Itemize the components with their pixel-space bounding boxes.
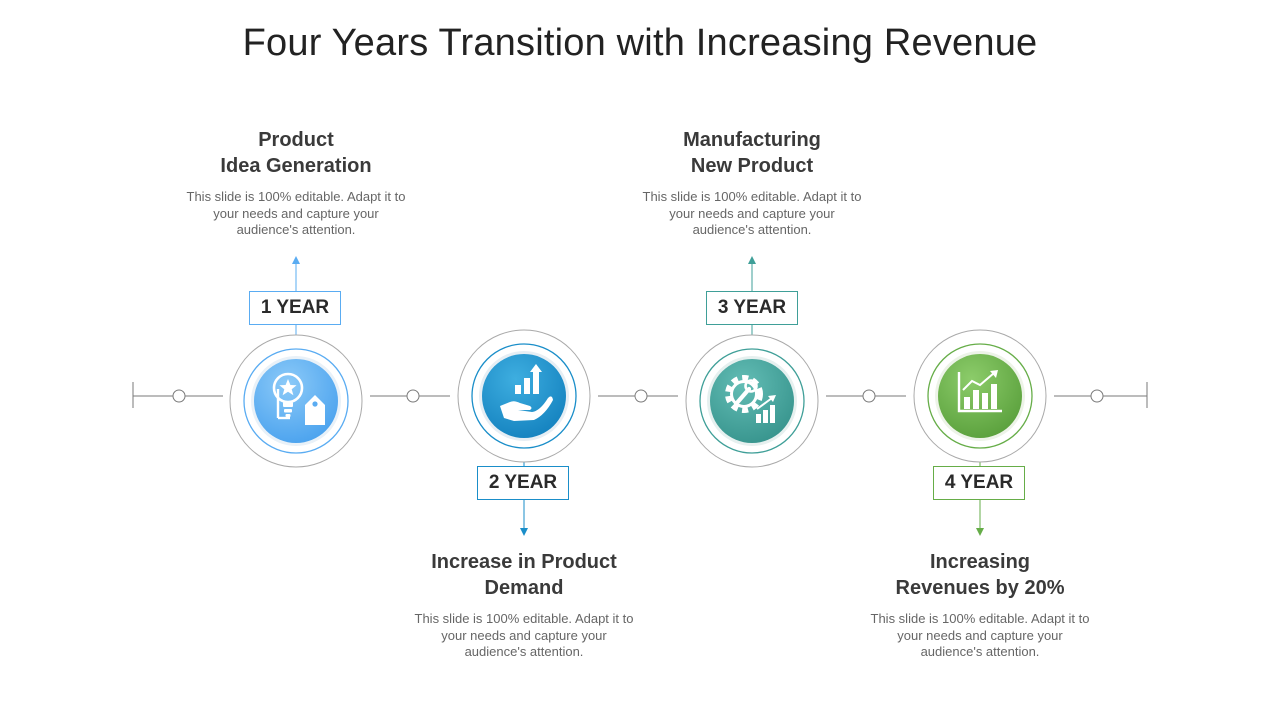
lightbulb-star-tag-icon bbox=[272, 372, 325, 425]
step-description-2: This slide is 100% editable. Adapt it to… bbox=[414, 611, 634, 659]
step-circle-3 bbox=[685, 334, 819, 468]
step-description-1: This slide is 100% editable. Adapt it to… bbox=[186, 189, 406, 237]
step-label-2: Increase in Product Demand This slide is… bbox=[374, 549, 674, 661]
step-label-1: Product Idea Generation This slide is 10… bbox=[146, 127, 446, 239]
gear-wrench-chart-icon bbox=[725, 375, 776, 423]
step-description-4: This slide is 100% editable. Adapt it to… bbox=[870, 611, 1090, 659]
year-box-2: 2 YEAR bbox=[477, 466, 569, 500]
step-circle-2 bbox=[457, 329, 591, 463]
step-heading-2: Increase in Product Demand bbox=[431, 551, 617, 599]
step-circle-4 bbox=[913, 329, 1047, 463]
slide-title: Four Years Transition with Increasing Re… bbox=[242, 22, 1038, 64]
year-box-1: 1 YEAR bbox=[249, 291, 341, 325]
year-box-4: 4 YEAR bbox=[933, 466, 1025, 500]
hand-growth-chart-icon bbox=[500, 364, 553, 421]
step-label-3: Manufacturing New Product This slide is … bbox=[602, 127, 902, 239]
timeline-dots bbox=[172, 389, 1104, 403]
step-heading-1: Product Idea Generation bbox=[220, 129, 372, 177]
step-heading-4: Increasing Revenues by 20% bbox=[895, 551, 1065, 599]
step-description-3: This slide is 100% editable. Adapt it to… bbox=[642, 189, 862, 237]
year-box-3: 3 YEAR bbox=[706, 291, 798, 325]
step-label-4: Increasing Revenues by 20% This slide is… bbox=[830, 549, 1130, 661]
bar-chart-growth-icon bbox=[957, 370, 1002, 413]
step-heading-3: Manufacturing New Product bbox=[683, 129, 821, 177]
